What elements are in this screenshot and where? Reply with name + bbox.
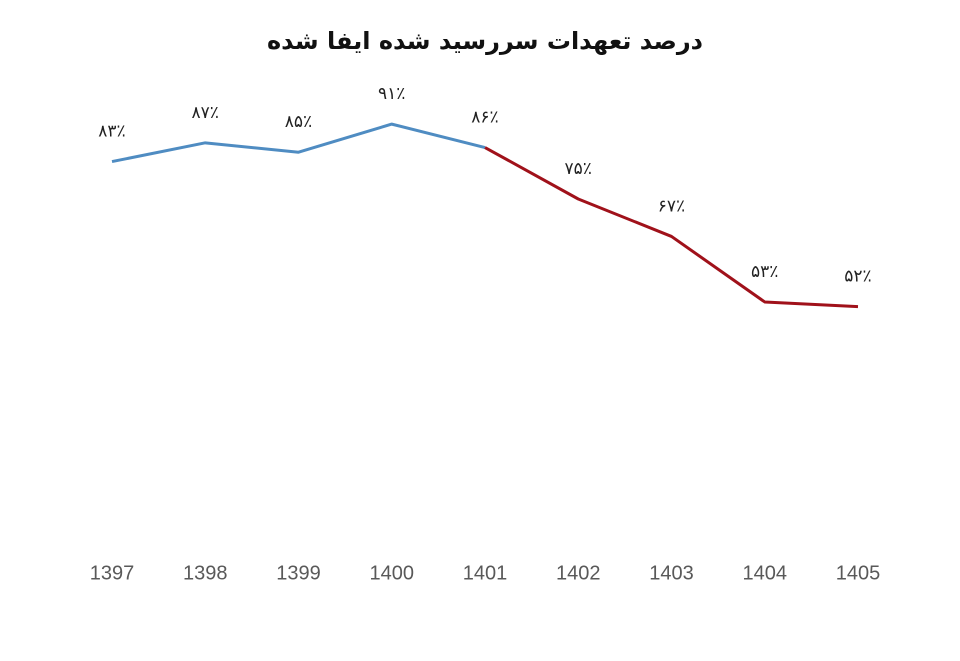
x-tick-label: 1401 <box>463 562 508 584</box>
x-tick-label: 1402 <box>556 562 601 584</box>
x-tick-label: 1399 <box>276 562 321 584</box>
x-tick-label: 1400 <box>370 562 415 584</box>
value-label: ۸۶٪ <box>471 108 498 128</box>
value-label: ۸۳٪ <box>98 122 125 142</box>
value-label: ۷۵٪ <box>565 159 592 179</box>
chart-title: درصد تعهدات سررسید شده ایفا شده <box>267 27 703 55</box>
value-label: ۵۳٪ <box>751 262 778 282</box>
x-tick-label: 1405 <box>836 562 881 584</box>
value-label: ۸۷٪ <box>192 103 219 123</box>
value-label: ۵۲٪ <box>844 267 871 287</box>
line <box>484 146 859 309</box>
line <box>111 122 486 164</box>
x-tick-label: 1397 <box>90 562 135 584</box>
value-label: ۸۵٪ <box>285 112 312 132</box>
x-tick-label: 1398 <box>183 562 228 584</box>
x-tick-label: 1403 <box>649 562 694 584</box>
value-label: ۶۷٪ <box>658 196 685 216</box>
x-tick-label: 1404 <box>743 562 788 584</box>
value-label: ۹۱٪ <box>378 84 405 104</box>
